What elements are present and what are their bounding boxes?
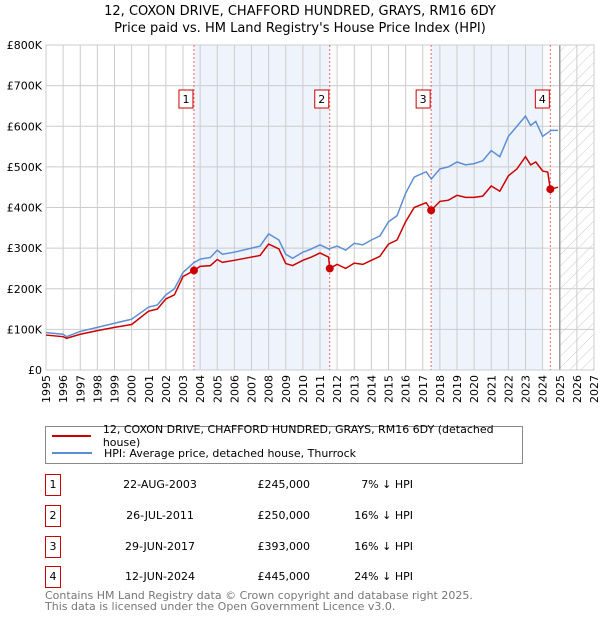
- sale-number: 1: [45, 474, 61, 496]
- x-tick-label: 2008: [263, 375, 276, 403]
- x-tick-label: 2014: [365, 375, 378, 403]
- x-tick-label: 1997: [74, 375, 87, 403]
- sale-date: 12-JUN-2024: [124, 570, 196, 583]
- chart-title: 12, COXON DRIVE, CHAFFORD HUNDRED, GRAYS…: [104, 4, 496, 19]
- sale-label-box: [178, 89, 194, 109]
- y-tick-label: £800K: [7, 39, 43, 52]
- footer: Contains HM Land Registry data © Crown c…: [45, 590, 473, 612]
- x-tick-label: 2012: [331, 375, 344, 403]
- series-line-hpi: [45, 114, 559, 338]
- y-tick-label: £300K: [7, 242, 43, 255]
- legend-swatch-blue: [52, 452, 92, 454]
- y-tick-label: £600K: [7, 120, 43, 133]
- sale-price: £250,000: [257, 509, 311, 522]
- sale-date: 22-AUG-2003: [123, 478, 197, 491]
- sale-label: 4: [539, 93, 546, 106]
- y-tick-label: £400K: [7, 202, 43, 215]
- legend-label: HPI: Average price, detached house, Thur…: [104, 446, 357, 460]
- x-tick-label: 1998: [91, 375, 104, 403]
- sale-number: 3: [45, 536, 61, 558]
- x-tick-label: 2018: [434, 375, 447, 403]
- x-tick-label: 2004: [194, 375, 207, 403]
- sale-row: 1 22-AUG-2003 £245,000 7% ↓ HPI: [45, 474, 445, 496]
- sale-row: 2 26-JUL-2011 £250,000 16% ↓ HPI: [45, 505, 445, 527]
- sale-point: [546, 185, 555, 194]
- sale-point: [189, 266, 198, 275]
- x-tick-label: 2001: [143, 375, 156, 403]
- x-tick-label: 2020: [468, 375, 481, 403]
- x-tick-label: 2026: [571, 375, 584, 403]
- y-tick-label: £100K: [7, 323, 43, 336]
- x-tick-label: 2006: [228, 375, 241, 403]
- x-tick-label: 2025: [554, 375, 567, 403]
- x-tick-label: 2024: [537, 375, 550, 403]
- sale-price: £393,000: [257, 540, 311, 553]
- sale-point: [427, 206, 436, 215]
- y-tick-label: £700K: [7, 80, 43, 93]
- x-tick-label: 2009: [280, 375, 293, 403]
- x-tick-label: 2011: [314, 375, 327, 403]
- x-tick-label: 2017: [417, 375, 430, 403]
- x-tick-label: 2010: [297, 375, 310, 403]
- x-tick-label: 2027: [588, 375, 600, 403]
- chart-subtitle: Price paid vs. HM Land Registry's House …: [114, 21, 486, 36]
- sale-row: 3 29-JUN-2017 £393,000 16% ↓ HPI: [45, 536, 445, 558]
- y-tick-label: £0: [28, 364, 42, 377]
- x-tick-label: 2000: [126, 375, 139, 403]
- sale-label-box: [415, 89, 431, 109]
- legend: 12, COXON DRIVE, CHAFFORD HUNDRED, GRAYS…: [45, 423, 523, 464]
- sale-date: 26-JUL-2011: [126, 509, 194, 522]
- sale-hpi-diff: 16% ↓ HPI: [354, 540, 413, 553]
- sale-price: £445,000: [257, 570, 311, 583]
- x-tick-label: 2007: [246, 375, 259, 403]
- y-tick-label: £200K: [7, 283, 43, 296]
- plot-frame: [45, 44, 595, 371]
- sale-label-box: [314, 89, 330, 109]
- sale-label-box: [534, 89, 550, 109]
- plot-area: 1995 1996 1997 1998 1999 2000 2001 2002 2003 2004…: [7, 39, 600, 403]
- legend-swatch-red: [52, 435, 91, 437]
- sale-label: 3: [420, 93, 427, 106]
- sale-hpi-diff: 16% ↓ HPI: [354, 509, 413, 522]
- x-tick-label: 2016: [400, 375, 413, 403]
- sale-row: 4 12-JUN-2024 £445,000 24% ↓ HPI: [45, 566, 445, 588]
- sale-price: £245,000: [257, 478, 311, 491]
- x-tick-label: 2019: [451, 375, 464, 403]
- x-tick-label: 2023: [520, 375, 533, 403]
- x-tick-label: 2005: [211, 375, 224, 403]
- legend-item-hpi: HPI: Average price, detached house, Thur…: [46, 445, 356, 461]
- legend-label: 12, COXON DRIVE, CHAFFORD HUNDRED, GRAYS…: [102, 423, 494, 449]
- sale-label: 1: [182, 93, 189, 106]
- sale-number: 4: [45, 566, 61, 588]
- legend-item-property: 12, COXON DRIVE, CHAFFORD HUNDRED, GRAYS…: [46, 423, 522, 449]
- footer-line-1: Contains HM Land Registry data © Crown c…: [45, 589, 473, 602]
- sale-point: [325, 264, 334, 273]
- x-tick-label: 2021: [485, 375, 498, 403]
- x-tick-label: 2013: [348, 375, 361, 403]
- series-line-property: [45, 155, 559, 340]
- sale-label: 2: [318, 93, 325, 106]
- x-tick-label: 2022: [502, 375, 515, 403]
- sale-hpi-diff: 24% ↓ HPI: [354, 570, 413, 583]
- sale-number: 2: [45, 505, 61, 527]
- x-tick-label: 2003: [177, 375, 190, 403]
- y-tick-label: £500K: [7, 161, 43, 174]
- x-tick-label: 2015: [383, 375, 396, 403]
- x-tick-label: 1996: [57, 375, 70, 403]
- footer-line-2: This data is licensed under the Open Gov…: [45, 600, 396, 613]
- x-tick-label: 1995: [40, 375, 53, 403]
- x-tick-label: 2002: [160, 375, 173, 403]
- sale-hpi-diff: 7% ↓ HPI: [361, 478, 413, 491]
- x-tick-label: 1999: [109, 375, 122, 403]
- sale-date: 29-JUN-2017: [124, 540, 196, 553]
